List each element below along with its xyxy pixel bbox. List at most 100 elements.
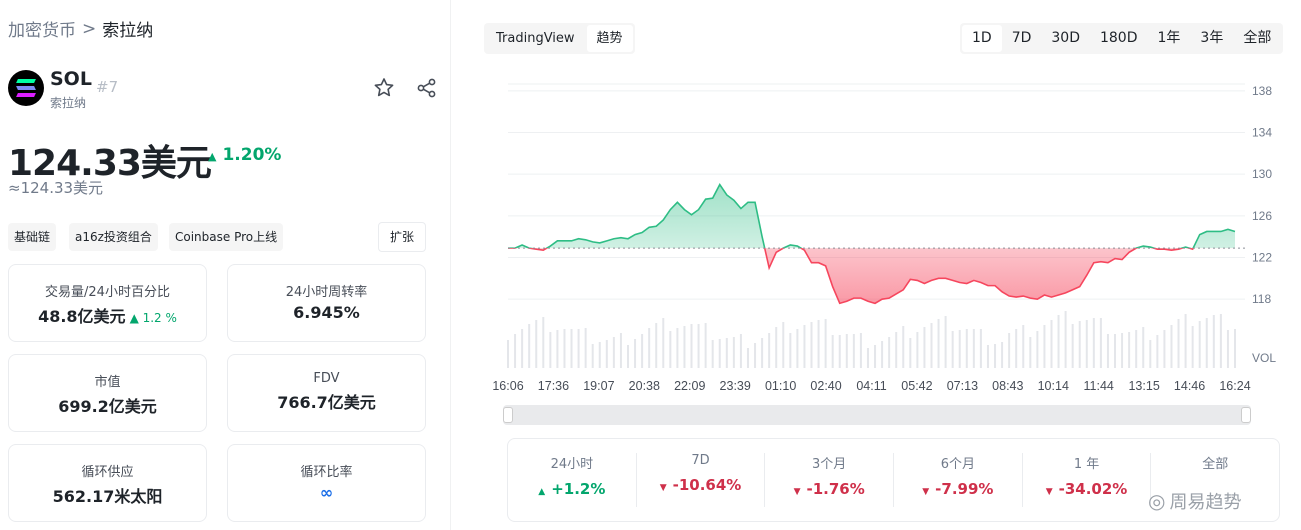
x-tick-label: 02:40 (810, 379, 841, 393)
x-tick-label: 22:09 (674, 379, 705, 393)
volume-bar (852, 334, 855, 368)
volume-bar (874, 345, 877, 368)
perf-value: -7.99% (935, 480, 994, 498)
tag-coinbase[interactable]: Coinbase Pro上线 (169, 223, 284, 251)
volume-bar (521, 329, 524, 368)
breadcrumb-current: 索拉纳 (102, 21, 154, 41)
volume-bar (775, 327, 778, 368)
volume-bar (1029, 337, 1032, 368)
x-tick-label: 13:15 (1128, 379, 1159, 393)
x-tick-label: 19:07 (583, 379, 614, 393)
weibo-icon: ◎ (1148, 489, 1166, 513)
volume-bar (634, 339, 637, 368)
volume-bar (1156, 335, 1159, 368)
x-tick-label: 20:38 (629, 379, 660, 393)
range-7d[interactable]: 7D (1011, 30, 1032, 46)
price-change-value: 1.20% (222, 145, 282, 165)
range-all[interactable]: 全部 (1243, 30, 1272, 46)
tag-base-chain[interactable]: 基础链 (8, 223, 57, 251)
perf-value: +1.2% (551, 480, 606, 498)
up-arrow-icon: ▲ (208, 150, 217, 163)
stat-value: ∞ (319, 483, 334, 502)
performance-panel: 24小时 ▲ +1.2% 7D ▼ -10.64% 3个月 ▼ -1.76% 6个月 ▼ -7.… (507, 438, 1280, 522)
x-tick-label: 16:06 (492, 379, 523, 393)
range-3y[interactable]: 3年 (1200, 30, 1224, 46)
star-icon[interactable] (372, 76, 396, 100)
perf-24h: 24小时 ▲ +1.2% (508, 453, 637, 507)
scroll-handle-left[interactable] (503, 407, 513, 423)
volume-bar (669, 331, 672, 368)
volume-bar (1001, 342, 1004, 368)
volume-bar (902, 326, 905, 368)
x-tick-label: 17:36 (538, 379, 569, 393)
tag-a16z[interactable]: a16z投资组合 (69, 223, 158, 251)
volume-bar (577, 329, 580, 368)
volume-bar (754, 343, 757, 368)
stat-circulating-supply: 循环供应 562.17米太阳 (8, 444, 207, 522)
range-30d[interactable]: 30D (1051, 30, 1080, 46)
price-line-down (508, 248, 1195, 305)
volume-bar (662, 318, 665, 368)
volume-bar (838, 335, 841, 368)
chart-type-toggle: TradingView 趋势 (484, 23, 635, 54)
perf-3m: 3个月 ▼ -1.76% (765, 453, 895, 507)
stat-value: 766.7亿美元 (277, 393, 376, 412)
coin-symbol: SOL (50, 68, 92, 90)
volume-bar (1085, 320, 1088, 368)
range-180d[interactable]: 180D (1099, 30, 1138, 46)
breadcrumb-root[interactable]: 加密货币 (8, 21, 76, 41)
volume-bar (626, 345, 629, 368)
volume-bar (1121, 333, 1124, 368)
price-line-up (508, 183, 1236, 249)
volume-bar (937, 319, 940, 368)
volume-bar (655, 323, 658, 368)
tab-trend[interactable]: 趋势 (586, 25, 633, 52)
volume-bar (888, 337, 891, 368)
scroll-handle-right[interactable] (1241, 407, 1251, 423)
range-1y[interactable]: 1年 (1157, 30, 1181, 46)
y-tick-label: 126 (1252, 209, 1272, 223)
volume-bar (1114, 334, 1117, 368)
volume-bar (690, 324, 693, 368)
y-tick-label: 118 (1252, 292, 1271, 306)
x-tick-label: 23:39 (720, 379, 751, 393)
volume-bar (1234, 329, 1236, 368)
expand-button[interactable]: 扩张 (378, 222, 426, 252)
volume-bar (817, 320, 820, 368)
volume-bar (789, 333, 792, 368)
volume-bar (1008, 333, 1011, 368)
down-arrow-icon: ▼ (922, 487, 930, 497)
volume-bar (782, 322, 785, 368)
up-arrow-icon: ▲ (538, 487, 546, 497)
volume-bar (570, 329, 573, 368)
share-icon[interactable] (415, 76, 439, 100)
volume-bar (549, 332, 552, 368)
stat-label: 交易量/24小时百分比 (45, 285, 170, 300)
volume-bar (619, 333, 622, 368)
stat-sub: ▲ 1.2 % (129, 311, 177, 325)
volume-bar (1092, 318, 1095, 368)
price-change: ▲ 1.20% (208, 145, 281, 165)
volume-bar (1099, 318, 1102, 368)
volume-bar (591, 344, 594, 368)
stat-value: 699.2亿美元 (58, 397, 157, 416)
volume-bar (1184, 314, 1187, 368)
watermark: ◎ 周易趋势 (1148, 488, 1241, 514)
x-tick-label: 05:42 (901, 379, 932, 393)
range-1d[interactable]: 1D (962, 25, 1002, 52)
volume-bar (831, 335, 834, 368)
volume-bar (683, 326, 686, 368)
stat-turnover: 24小时周转率 6.945% (227, 264, 426, 342)
perf-label: 全部 (1202, 457, 1229, 472)
down-arrow-icon: ▼ (659, 483, 667, 493)
perf-label: 6个月 (940, 457, 975, 472)
volume-bar (676, 328, 679, 368)
y-tick-label: 122 (1252, 251, 1272, 265)
solana-logo (8, 70, 44, 106)
price-chart[interactable]: 138 134 130 126 122 118 VOL 16:06 17:36 19:07 20:3… (490, 70, 1290, 400)
stat-value: 48.8亿美元 (38, 307, 126, 326)
tab-tradingview[interactable]: TradingView (496, 31, 575, 46)
perf-label: 1 年 (1073, 457, 1100, 472)
chart-range-scrollbar[interactable] (503, 405, 1251, 425)
volume-bar (1022, 325, 1025, 368)
